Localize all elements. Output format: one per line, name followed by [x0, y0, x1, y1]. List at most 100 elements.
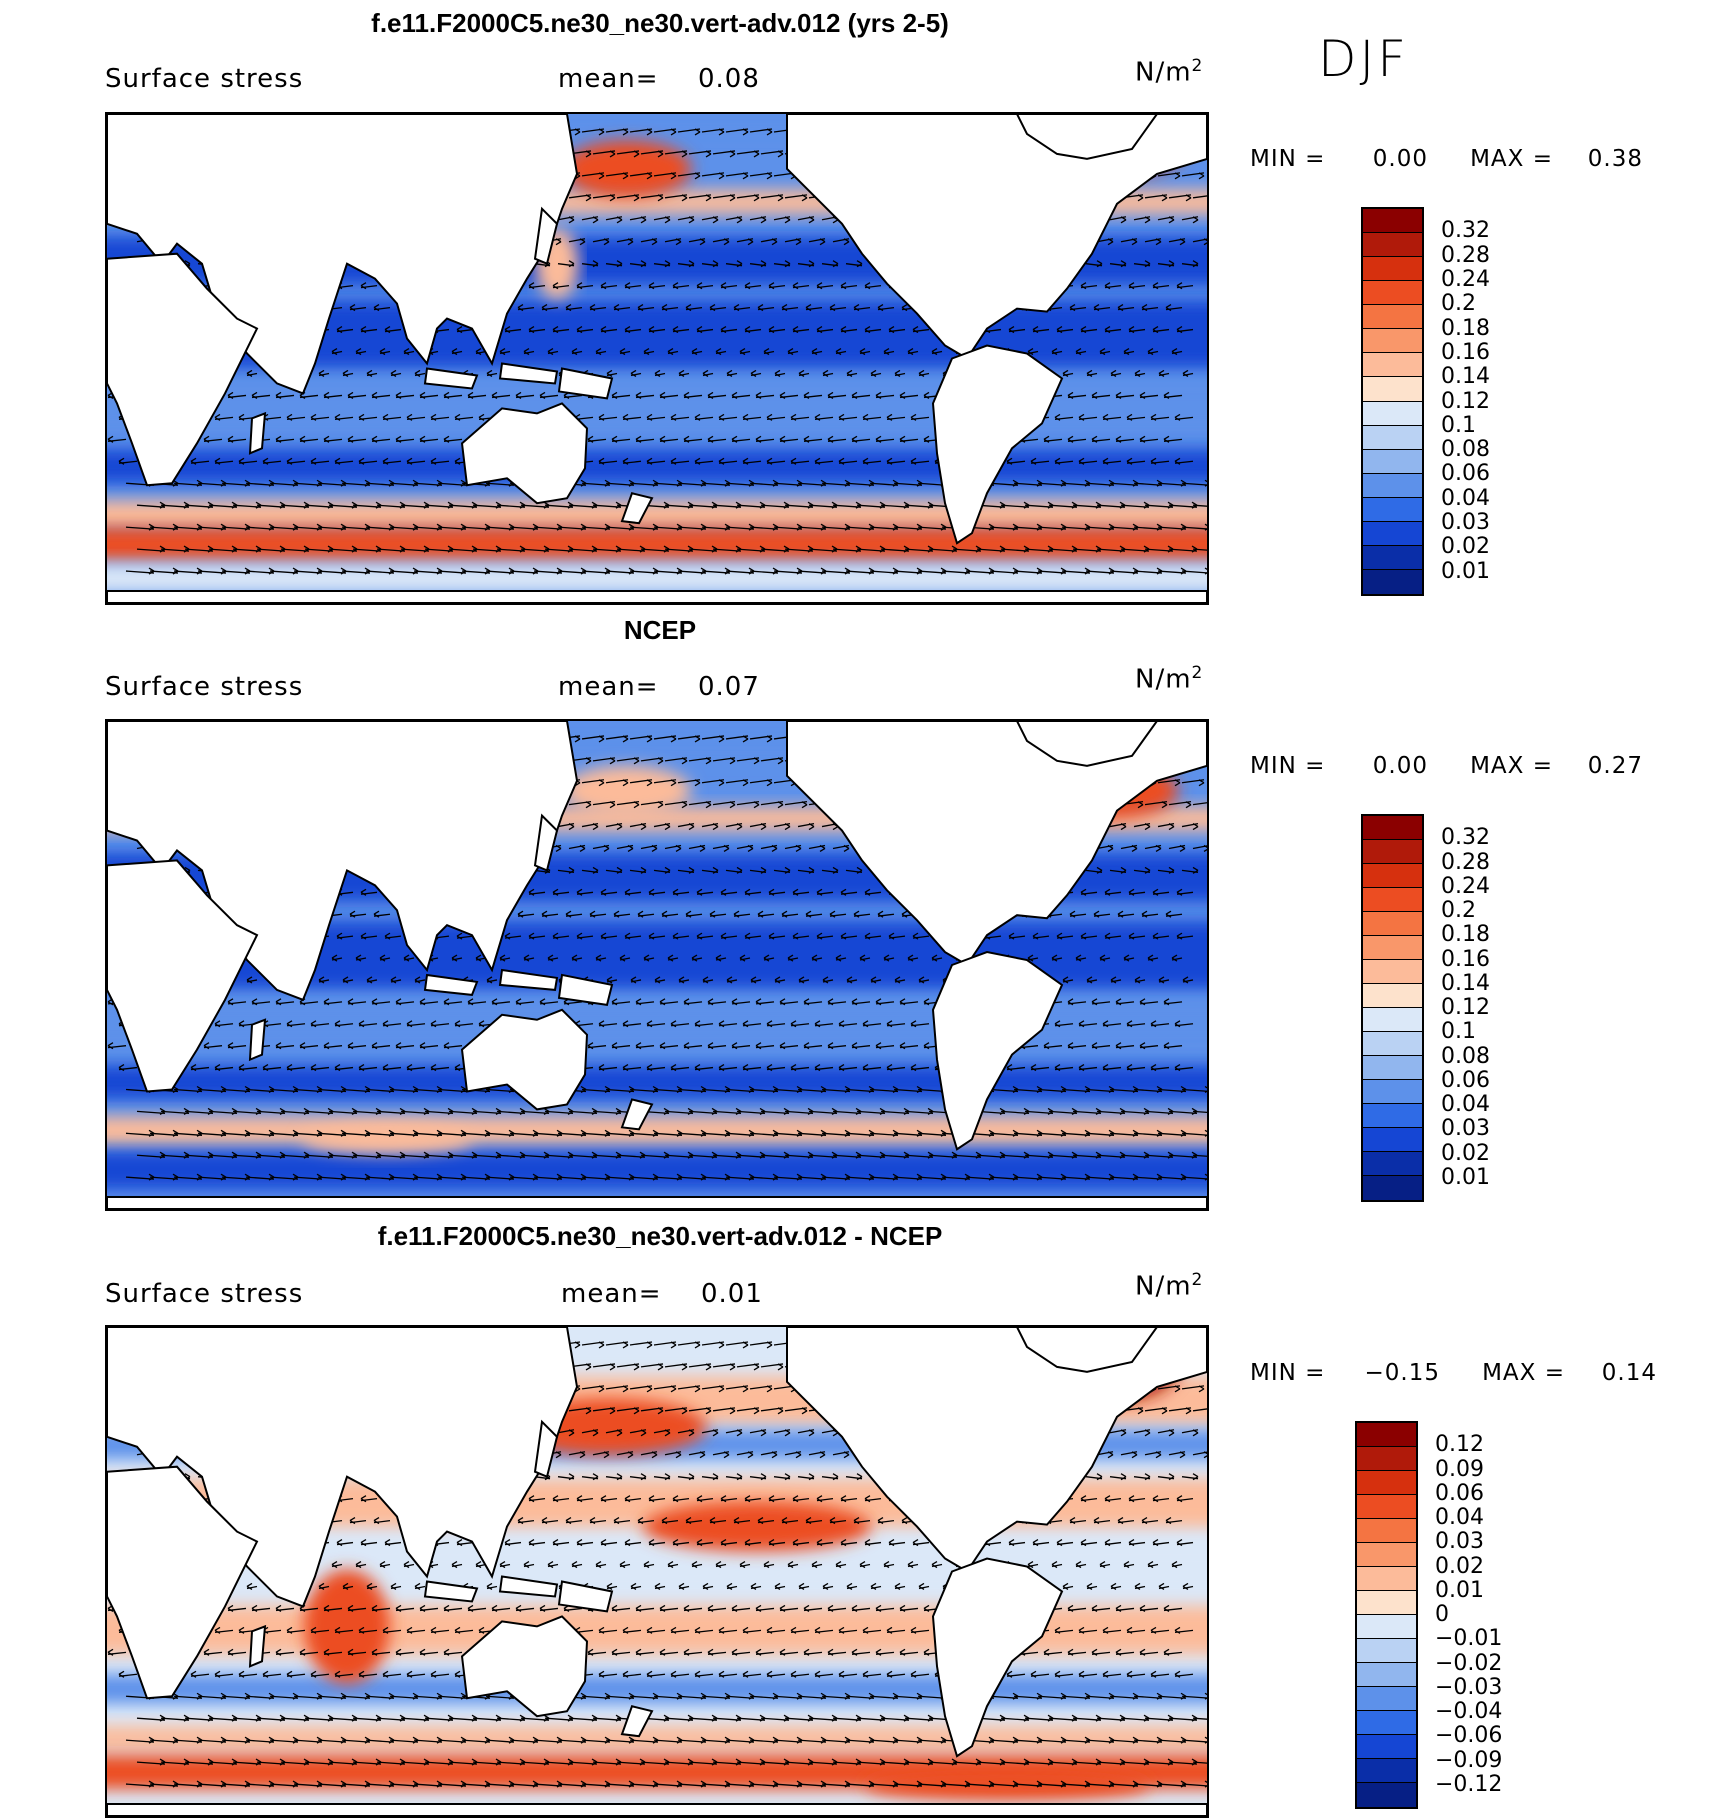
colorbar-swatch: [1363, 257, 1422, 282]
continent-africa: [107, 1465, 259, 1700]
colorbar-tick-label: −0.06: [1435, 1723, 1503, 1749]
panel-1-mean-label: mean=: [558, 64, 659, 94]
colorbar-swatch: [1363, 233, 1422, 258]
panel-3-units: N/m2: [1135, 1270, 1204, 1302]
continent-antarctica: [107, 1803, 1207, 1816]
panel-2-minmax: MIN = 0.00 MAX = 0.27: [1250, 753, 1643, 779]
continent-newguinea: [557, 973, 614, 1006]
stress-patch: [301, 1125, 473, 1154]
colorbar-swatch: [1363, 1032, 1422, 1056]
colorbar-tick-label: 0.03: [1435, 1529, 1484, 1555]
colorbar-tick-label: 0.24: [1441, 266, 1490, 292]
continent-australia: [460, 402, 589, 505]
stress-patch: [864, 1771, 1150, 1801]
continent-madagascar: [248, 1018, 267, 1062]
colorbar-tick-label: 0.02: [1441, 1140, 1490, 1166]
continent-northamerica: [786, 114, 1207, 360]
panel-2-mean-value: 0.07: [698, 672, 760, 702]
colorbar-tick-label: −0.12: [1435, 1771, 1503, 1797]
stress-patch: [304, 1569, 390, 1684]
panel-1-max-value: 0.38: [1587, 146, 1643, 172]
colorbar-swatch: [1363, 305, 1422, 330]
colorbar-tick-label: 0.12: [1441, 995, 1490, 1020]
panel-1-max-label: MAX =: [1470, 146, 1553, 172]
colorbar-swatch: [1357, 1687, 1416, 1711]
colorbar-tick-label: 0.24: [1441, 873, 1490, 899]
continent-indonesia2: [498, 968, 559, 991]
colorbar-tick-label: 0.32: [1441, 825, 1490, 851]
stress-band: [107, 1065, 1207, 1100]
colorbar-swatch: [1357, 1567, 1416, 1591]
colorbar-swatch: [1357, 1783, 1416, 1807]
stress-band: [107, 500, 1207, 530]
colorbar-swatch: [1357, 1471, 1416, 1495]
colorbar-tick-label: 0.2: [1441, 898, 1476, 923]
panel-3-map: [105, 1325, 1209, 1818]
continent-indonesia1: [423, 367, 479, 390]
colorbar-tick-label: −0.04: [1435, 1699, 1503, 1724]
continent-southamerica: [931, 951, 1064, 1151]
map-canvas: [107, 721, 1207, 1209]
panel-1-units: N/m2: [1135, 56, 1204, 88]
panel-2-min-value: 0.00: [1372, 753, 1428, 779]
continent-antarctica: [107, 1196, 1207, 1209]
continent-indonesia1: [423, 1580, 479, 1603]
continent-indonesia2: [498, 362, 559, 385]
colorbar-swatch: [1357, 1735, 1416, 1759]
continent-africa: [107, 252, 259, 487]
continent-nz: [620, 1705, 654, 1738]
land-masses: [107, 114, 1207, 603]
map-canvas: [107, 1327, 1207, 1816]
colorbar-swatch: [1363, 1056, 1422, 1080]
continent-nz: [620, 1098, 654, 1131]
colorbar-tick-label: 0.03: [1441, 510, 1490, 536]
land-masses: [107, 1327, 1207, 1816]
continent-australia: [460, 1615, 589, 1718]
colorbar-tick-label: 0.16: [1441, 946, 1490, 972]
colorbar-swatch: [1363, 353, 1422, 378]
colorbar-swatch: [1363, 1128, 1422, 1152]
colorbar-swatch: [1363, 377, 1422, 402]
colorbar-swatch: [1363, 401, 1422, 426]
colorbar-tick-label: −0.03: [1435, 1674, 1503, 1700]
panel-1-min-label: MIN =: [1250, 146, 1326, 172]
colorbar-swatch: [1363, 569, 1422, 594]
colorbar-swatch: [1357, 1423, 1416, 1447]
colorbar-swatch: [1363, 281, 1422, 306]
colorbar-swatch: [1363, 521, 1422, 546]
colorbar-tick-label: 0.1: [1441, 1019, 1476, 1045]
continent-africa: [107, 859, 259, 1093]
colorbar-swatch: [1363, 936, 1422, 960]
colorbar-tick-label: 0.04: [1441, 1092, 1490, 1117]
panel-3-title: f.e11.F2000C5.ne30_ne30.vert-adv.012 - N…: [377, 1221, 943, 1251]
colorbar-tick-label: 0.01: [1435, 1577, 1484, 1603]
continent-newguinea: [557, 367, 614, 400]
panel-3-min-value: −0.15: [1364, 1360, 1440, 1386]
continent-madagascar: [248, 411, 267, 455]
colorbar-swatch: [1363, 1008, 1422, 1032]
stress-patch: [562, 765, 692, 816]
colorbar-tick-label: 0.01: [1441, 1164, 1490, 1190]
panel-3-max-value: 0.14: [1601, 1360, 1657, 1386]
panel-2-min-label: MIN =: [1250, 753, 1326, 779]
continent-antarctica: [107, 590, 1207, 603]
panel-3-mean-value: 0.01: [701, 1279, 763, 1309]
colorbar-tick-label: −0.01: [1435, 1626, 1503, 1652]
colorbar-tick-label: −0.09: [1435, 1747, 1503, 1773]
panel-2-title: NCEP: [623, 615, 697, 645]
panel-3-mean-label: mean=: [561, 1279, 662, 1309]
colorbar-swatch: [1363, 864, 1422, 888]
map-canvas: [107, 114, 1207, 603]
colorbar-swatch: [1363, 425, 1422, 450]
colorbar-tick-label: 0.08: [1441, 437, 1490, 463]
panel-1-mean-value: 0.08: [698, 64, 760, 94]
colorbar-swatch: [1357, 1639, 1416, 1663]
stress-band: [107, 448, 1207, 484]
colorbar-swatch: [1363, 329, 1422, 354]
colorbar-tick-label: 0.2: [1441, 291, 1476, 317]
panel-3-max-label: MAX =: [1482, 1360, 1565, 1386]
panel-2-max-label: MAX =: [1470, 753, 1553, 779]
colorbar-tick-label: 0.18: [1441, 922, 1490, 948]
colorbar-tick-label: 0.18: [1441, 315, 1490, 341]
stress-band: [107, 1725, 1207, 1750]
